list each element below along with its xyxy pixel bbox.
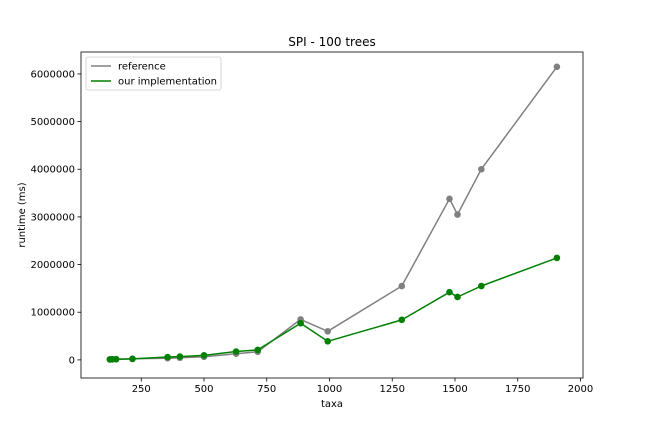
x-tick-label: 1250 — [380, 384, 405, 395]
x-axis-label: taxa — [321, 399, 343, 410]
data-point-our-implementation — [297, 319, 304, 327]
data-point-our-implementation — [454, 293, 461, 301]
y-tick-label: 3000000 — [30, 212, 75, 223]
x-tick-label: 1500 — [442, 384, 467, 395]
axes-layer: 250 500 750 1000 1250 1500 1750 2000 0 1000000 200… — [30, 51, 593, 395]
data-point-reference — [398, 282, 406, 290]
y-tick-label: 1000000 — [30, 308, 75, 319]
y-tick-label: 4000000 — [30, 165, 75, 176]
data-point-reference — [324, 327, 332, 335]
x-tick-label: 1750 — [505, 384, 530, 395]
data-point-reference — [454, 211, 461, 218]
data-point-our-implementation — [176, 353, 184, 360]
legend-box — [85, 56, 222, 91]
series-line-our-implementation — [109, 257, 558, 361]
data-point-our-implementation — [112, 355, 120, 363]
y-tick-label: 0 — [69, 355, 75, 366]
y-tick-label: 2000000 — [30, 260, 75, 271]
data-point-our-implementation — [164, 353, 171, 361]
data-point-reference — [478, 165, 485, 173]
data-point-our-implementation — [324, 338, 332, 345]
data-point-our-implementation — [478, 282, 485, 290]
x-tick-label: 500 — [194, 384, 213, 395]
data-point-our-implementation — [129, 355, 136, 363]
data-point-our-implementation — [254, 346, 262, 354]
data-point-our-implementation — [398, 316, 406, 324]
x-tick-label: 2000 — [568, 384, 593, 395]
data-point-our-implementation — [232, 348, 240, 355]
y-axis-label: runtime (ms) — [17, 182, 28, 247]
series-layer — [106, 63, 561, 363]
legend-label-our-implementation: our implementation — [118, 77, 217, 88]
y-tick-label: 6000000 — [30, 69, 75, 80]
x-tick-label: 1000 — [317, 384, 342, 395]
x-tick-label: 750 — [257, 384, 276, 395]
chart-title: SPI - 100 trees — [288, 35, 375, 49]
legend: reference our implementation — [85, 56, 222, 91]
data-point-our-implementation — [446, 288, 453, 296]
data-point-reference — [446, 195, 453, 203]
x-tick-label: 250 — [132, 384, 151, 395]
data-point-our-implementation — [200, 352, 208, 359]
plot-frame — [80, 51, 584, 379]
legend-label-reference: reference — [118, 62, 166, 73]
data-point-reference — [553, 63, 561, 71]
y-tick-label: 5000000 — [30, 117, 75, 128]
data-point-our-implementation — [553, 254, 561, 262]
